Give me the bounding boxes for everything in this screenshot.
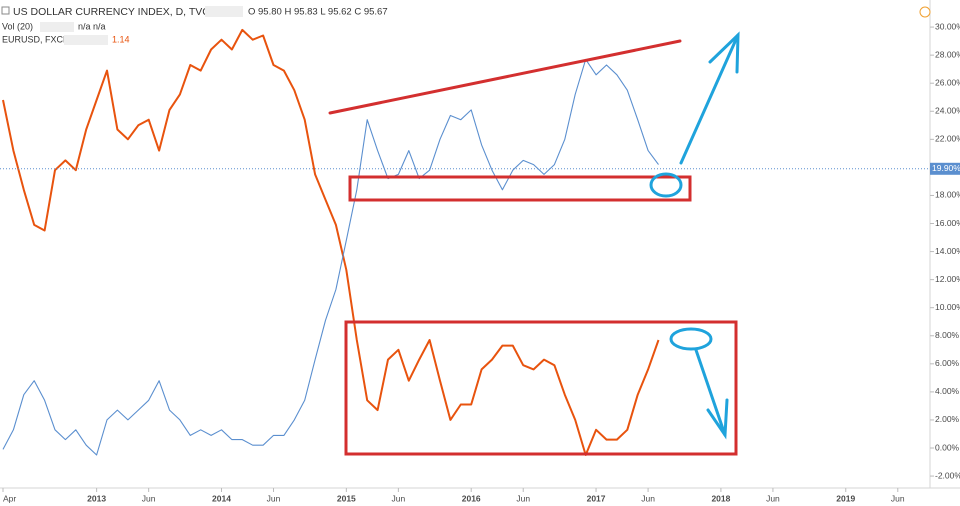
x-tick-label: Apr — [3, 493, 16, 503]
y-tick-label: 28.00% — [935, 49, 960, 59]
series-line — [2, 28, 660, 456]
volume-name: Vol (20) — [2, 21, 33, 31]
plot-area — [0, 28, 930, 456]
alert-icon[interactable] — [919, 6, 931, 18]
y-tick-label: -2.00% — [935, 470, 960, 480]
arrow — [694, 348, 727, 437]
y-tick-label: 24.00% — [935, 106, 960, 116]
y-tick-label: 26.00% — [935, 77, 960, 87]
x-tick-label: 2013 — [87, 493, 106, 503]
volume-values: n/a n/a — [78, 21, 106, 31]
y-tick-label: 6.00% — [935, 358, 960, 368]
y-tick-label: 4.00% — [935, 386, 960, 396]
y-tick-label: 8.00% — [935, 330, 960, 340]
ohlc: O 95.80 H 95.83 L 95.62 C 95.67 — [248, 7, 388, 18]
x-tick-label: Jun — [766, 493, 780, 503]
y-tick-label: 18.00% — [935, 190, 960, 200]
trend-line — [328, 39, 682, 115]
arrow-head — [708, 31, 740, 74]
y-tick-label: 22.00% — [935, 134, 960, 144]
range-box — [348, 175, 692, 202]
y-tick-label: 0.00% — [935, 442, 960, 452]
x-tick-label: Jun — [267, 493, 281, 503]
series-line — [2, 58, 659, 456]
collapse-icon[interactable] — [1, 6, 10, 15]
y-tick-label: 2.00% — [935, 414, 960, 424]
drawings — [328, 31, 740, 456]
x-tick-label: 2015 — [337, 493, 356, 503]
y-tick-label: 30.00% — [935, 21, 960, 31]
ellipse — [669, 327, 713, 351]
x-tick-label: 2017 — [587, 493, 606, 503]
compare-symbol: EURUSD, FXCM — [2, 34, 71, 44]
y-tick-label: 14.00% — [935, 246, 960, 256]
x-tick-label: Jun — [392, 493, 406, 503]
legend-buttons[interactable] — [64, 35, 108, 45]
x-tick-label: Jun — [641, 493, 655, 503]
x-tick-label: Jun — [891, 493, 905, 503]
legend-buttons[interactable] — [205, 6, 243, 17]
y-tick-label: 10.00% — [935, 302, 960, 312]
range-box — [344, 320, 738, 456]
ellipse — [649, 172, 683, 198]
legend-buttons[interactable] — [40, 22, 74, 32]
arrow — [679, 33, 740, 165]
compare-value: 1.14 — [112, 34, 130, 44]
symbol: US DOLLAR CURRENCY INDEX, D, TVC — [13, 6, 210, 18]
x-tick-label: 2016 — [462, 493, 481, 503]
y-tick-label: 16.00% — [935, 218, 960, 228]
x-tick-label: Jun — [516, 493, 530, 503]
arrow-head — [706, 398, 729, 440]
x-tick-label: 2019 — [836, 493, 855, 503]
last-value-label: 19.90% — [932, 163, 960, 173]
x-tick-label: 2018 — [711, 493, 730, 503]
last-value-box — [930, 162, 960, 175]
x-tick-label: Jun — [142, 493, 156, 503]
legend: US DOLLAR CURRENCY INDEX, D, TVC O 95.80… — [1, 6, 931, 45]
y-tick-label: 12.00% — [935, 274, 960, 284]
x-tick-label: 2014 — [212, 493, 231, 503]
